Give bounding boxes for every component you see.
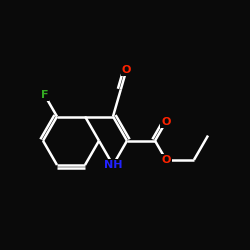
Text: O: O [122,66,131,76]
Text: NH: NH [104,160,122,170]
Text: O: O [161,117,171,127]
Text: F: F [41,90,48,100]
Text: O: O [161,155,171,165]
